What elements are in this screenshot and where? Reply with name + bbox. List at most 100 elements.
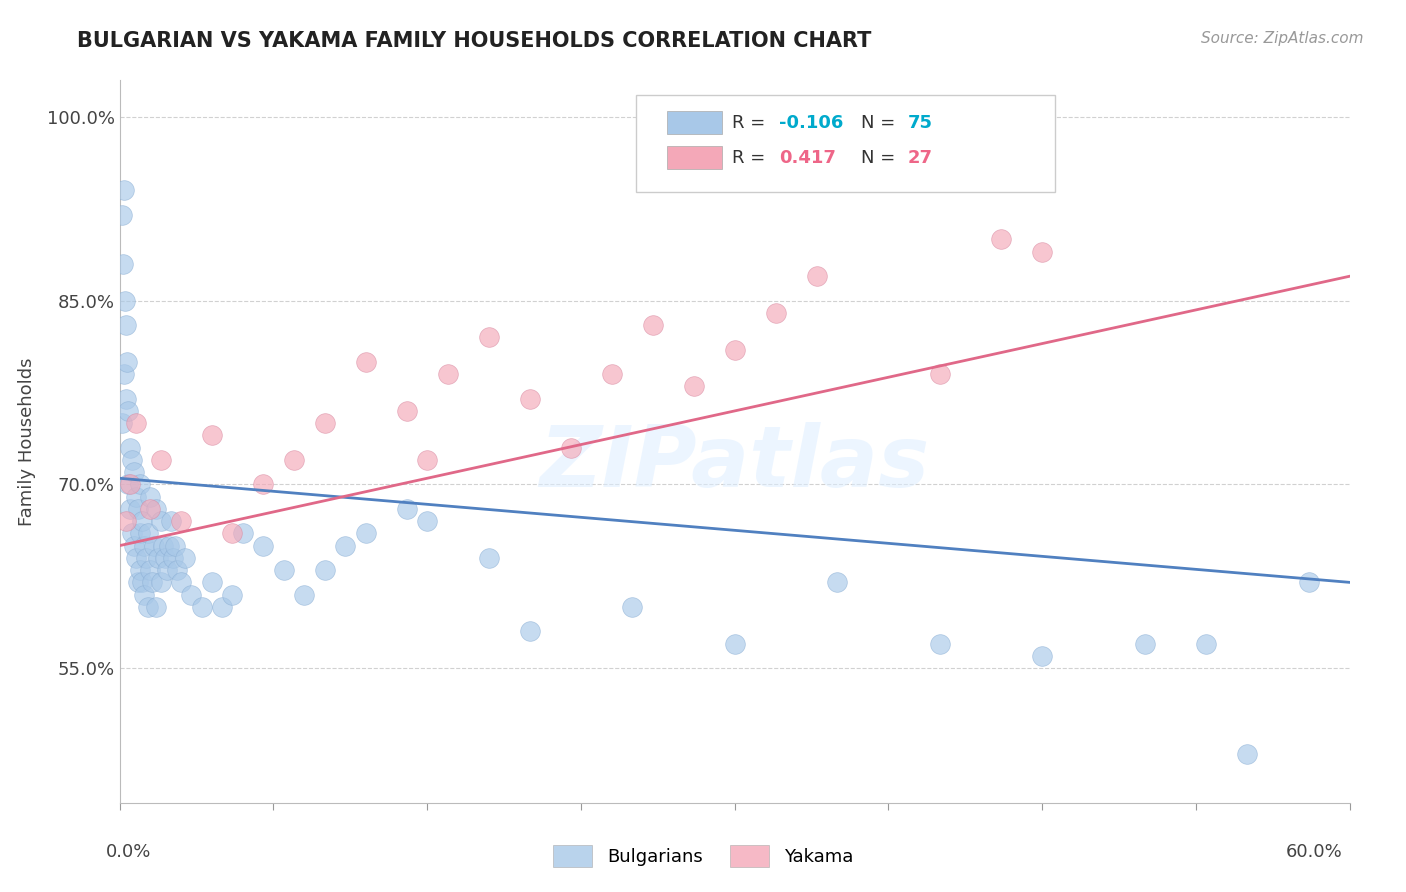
Point	[129, 477, 152, 491]
Point	[121, 453, 143, 467]
Point	[1031, 244, 1053, 259]
Point	[221, 588, 243, 602]
Point	[117, 477, 139, 491]
Text: 60.0%: 60.0%	[1286, 843, 1343, 861]
Point	[477, 550, 501, 565]
Text: 27: 27	[908, 149, 934, 167]
Point	[129, 563, 152, 577]
Point	[170, 575, 193, 590]
Point	[122, 539, 145, 553]
Text: ZIPatlas: ZIPatlas	[540, 422, 929, 505]
Point	[1133, 637, 1156, 651]
Point	[114, 293, 136, 308]
Text: N =: N =	[862, 149, 901, 167]
Point	[806, 269, 828, 284]
Point	[136, 526, 159, 541]
Point	[416, 514, 439, 528]
Point	[117, 404, 139, 418]
Point	[127, 502, 149, 516]
Point	[765, 306, 787, 320]
Point	[180, 588, 202, 602]
Point	[283, 453, 305, 467]
Text: 0.0%: 0.0%	[105, 843, 150, 861]
Point	[131, 575, 153, 590]
Point	[136, 599, 159, 614]
Point	[131, 514, 153, 528]
Point	[231, 526, 254, 541]
Point	[127, 575, 149, 590]
Point	[477, 330, 501, 344]
Point	[141, 575, 163, 590]
Text: Source: ZipAtlas.com: Source: ZipAtlas.com	[1201, 31, 1364, 46]
Point	[112, 184, 135, 198]
Point	[211, 599, 233, 614]
Point	[125, 490, 148, 504]
Point	[152, 539, 174, 553]
Point	[1298, 575, 1320, 590]
Point	[118, 441, 141, 455]
Point	[170, 514, 193, 528]
Point	[115, 355, 138, 369]
Point	[114, 392, 136, 406]
Point	[153, 550, 176, 565]
Point	[1031, 648, 1053, 663]
Point	[990, 232, 1012, 246]
Point	[114, 514, 136, 528]
Point	[928, 367, 950, 381]
Point	[163, 539, 186, 553]
Point	[125, 550, 148, 565]
Point	[110, 416, 132, 430]
FancyBboxPatch shape	[666, 112, 723, 135]
Point	[132, 539, 156, 553]
Point	[112, 367, 135, 381]
Point	[149, 575, 172, 590]
Point	[190, 599, 212, 614]
Point	[122, 465, 145, 479]
Point	[723, 343, 745, 357]
Point	[110, 208, 132, 222]
Point	[519, 392, 541, 406]
Point	[723, 637, 745, 651]
Point	[121, 526, 143, 541]
Point	[148, 550, 170, 565]
Point	[111, 257, 134, 271]
FancyBboxPatch shape	[666, 146, 723, 169]
Point	[145, 599, 167, 614]
Point	[118, 502, 141, 516]
Text: R =: R =	[733, 149, 770, 167]
Legend: Bulgarians, Yakama: Bulgarians, Yakama	[546, 838, 860, 874]
Point	[143, 539, 166, 553]
Point	[129, 526, 152, 541]
Point	[145, 502, 167, 516]
Point	[825, 575, 848, 590]
Point	[162, 550, 184, 565]
Point	[354, 526, 377, 541]
Point	[114, 318, 136, 333]
Point	[416, 453, 439, 467]
Point	[118, 477, 141, 491]
Point	[395, 502, 418, 516]
Point	[314, 563, 336, 577]
Point	[641, 318, 664, 333]
FancyBboxPatch shape	[636, 95, 1054, 193]
Point	[139, 563, 162, 577]
Point	[928, 637, 950, 651]
Text: BULGARIAN VS YAKAMA FAMILY HOUSEHOLDS CORRELATION CHART: BULGARIAN VS YAKAMA FAMILY HOUSEHOLDS CO…	[77, 31, 872, 51]
Point	[157, 539, 180, 553]
Text: N =: N =	[862, 114, 901, 132]
Point	[314, 416, 336, 430]
Point	[252, 477, 274, 491]
Point	[125, 416, 148, 430]
Point	[221, 526, 243, 541]
Point	[132, 588, 156, 602]
Text: R =: R =	[733, 114, 770, 132]
Point	[201, 575, 224, 590]
Point	[156, 563, 179, 577]
Point	[149, 453, 172, 467]
Point	[159, 514, 181, 528]
Point	[166, 563, 188, 577]
Point	[682, 379, 704, 393]
Point	[273, 563, 295, 577]
Point	[560, 441, 582, 455]
Point	[149, 514, 172, 528]
